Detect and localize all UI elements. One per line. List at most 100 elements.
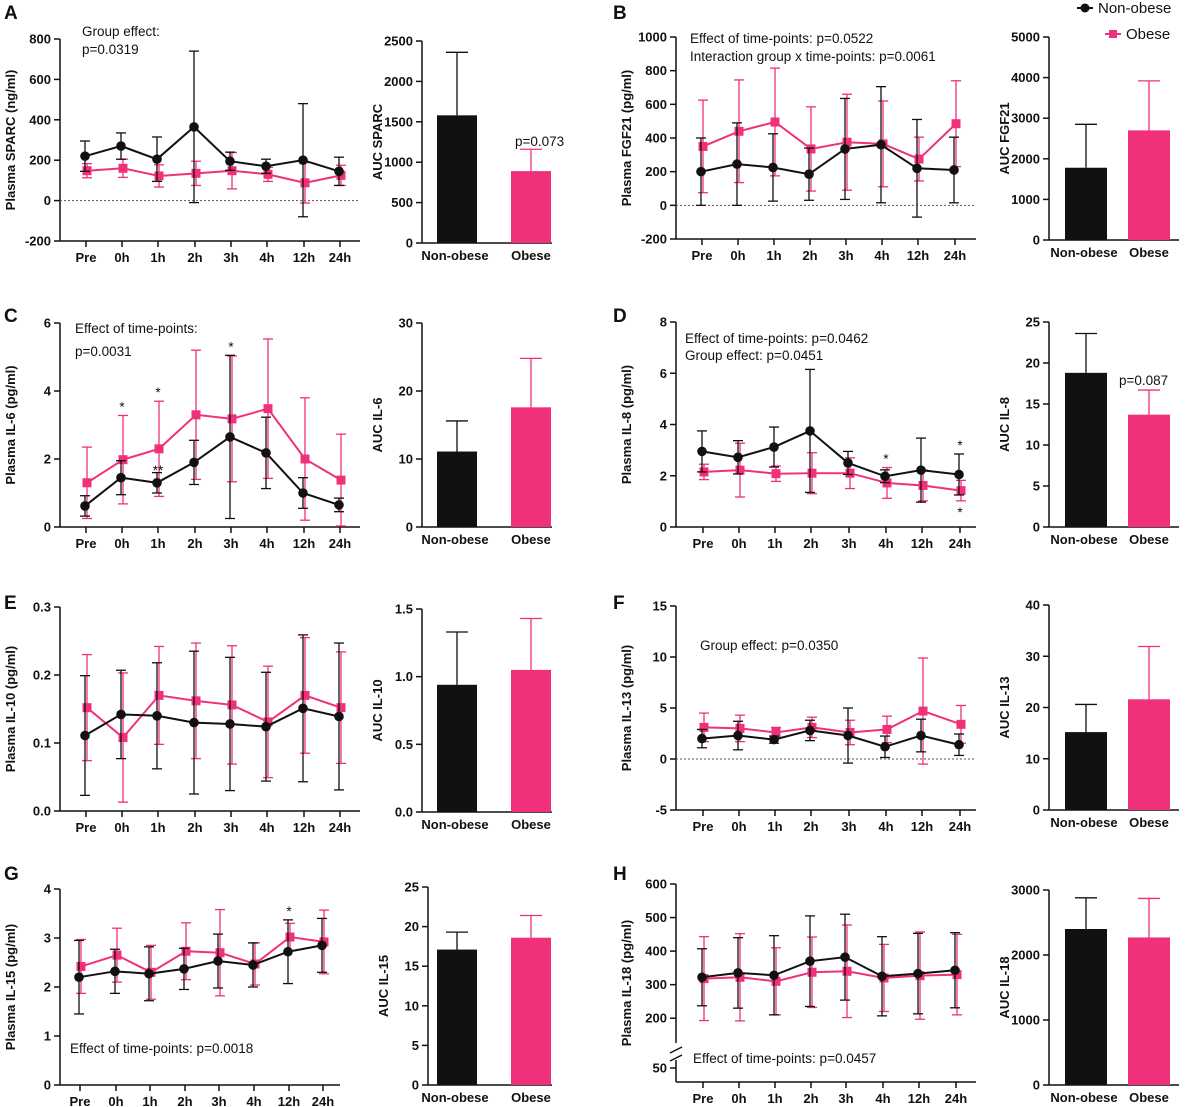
e-x-tick-label: 2h [187, 820, 202, 835]
line-plot-a: -200 0 200 400 600 800 Plasma SPARC (ng/ml) Pre… [3, 24, 360, 265]
panel-letter-g: G [4, 864, 19, 885]
d-bar-non-obese [1065, 372, 1107, 527]
a-point-non-obese [261, 161, 271, 172]
h-point-obese [842, 966, 852, 976]
d-point-non-obese [805, 426, 815, 436]
g-point-non-obese [110, 966, 120, 977]
panel-letter-e: E [4, 593, 17, 614]
d-point-non-obese [843, 458, 853, 468]
d-bar-y-tick-label: 5 [1033, 479, 1040, 494]
h-y-tick-label: 600 [645, 877, 667, 892]
d-bar-x-tick-label: Non-obese [1050, 532, 1117, 547]
c-bar-y-tick-label: 10 [399, 452, 413, 467]
d-point-obese [735, 465, 745, 475]
h-y-tick-label: 300 [645, 977, 667, 992]
g-point-non-obese [144, 968, 154, 979]
f-stat-annotation: Group effect: p=0.0350 [700, 638, 838, 653]
e-point-obese [154, 690, 164, 700]
bar-plot-e: 0.0 0.5 1.0 1.5 AUC IL-10 Non-obese Obese [370, 602, 552, 832]
h-x-tick-label: 24h [945, 1091, 967, 1106]
a-x-tick-label: 12h [293, 250, 315, 265]
d-x-tick-label: 0h [731, 536, 746, 551]
d-y-tick-label: 6 [660, 366, 667, 381]
d-bar-y-tick-label: 0 [1033, 520, 1040, 535]
a-x-tick-label: 3h [223, 250, 238, 265]
d-bar-y-tick-label: 20 [1026, 356, 1040, 371]
c-bar-non-obese [437, 451, 477, 527]
h-bar-y-tick-label: 1000 [1011, 1013, 1040, 1028]
c-significance-marker: * [119, 399, 125, 414]
c-point-obese [263, 404, 273, 414]
c-bar-obese [511, 407, 551, 527]
g-bar-y-axis-label: AUC IL-15 [376, 955, 391, 1017]
panel-letter-a: A [4, 3, 18, 24]
b-bar-y-axis-label: AUC FGF21 [997, 102, 1012, 174]
f-point-obese [771, 727, 781, 737]
f-x-tick-label: 0h [731, 819, 746, 834]
c-point-obese [154, 444, 164, 454]
b-bar-y-tick-label: 4000 [1011, 70, 1040, 85]
g-bar-x-tick-label: Non-obese [421, 1090, 488, 1105]
h-bar-x-tick-label: Non-obese [1050, 1090, 1117, 1105]
c-significance-marker: * [228, 339, 234, 354]
a-y-tick-label: 0 [44, 193, 51, 208]
c-point-obese [227, 414, 237, 424]
e-x-tick-label: 12h [293, 820, 315, 835]
g-y-tick-label: 3 [44, 931, 51, 946]
c-point-non-obese [189, 457, 199, 468]
g-series-line-obese [80, 935, 325, 974]
h-x-tick-label: 2h [803, 1091, 818, 1106]
f-series-line-non-obese [701, 729, 960, 748]
b-point-obese [842, 137, 852, 147]
panel-h: H 200 300 400 500 600 50 Plasma IL-18 (pg/ml) Pr… [613, 864, 1179, 1106]
c-series-non-obese [80, 354, 344, 520]
d-point-obese [956, 486, 966, 496]
b-point-obese [770, 117, 780, 127]
c-x-tick-label: Pre [76, 536, 97, 551]
c-y-tick-label: 6 [44, 316, 51, 331]
e-point-obese [82, 703, 92, 713]
f-x-tick-label: 12h [911, 819, 933, 834]
b-point-obese [734, 126, 744, 136]
c-y-tick-label: 2 [44, 452, 51, 467]
c-x-tick-label: 1h [150, 536, 165, 551]
a-point-obese [300, 178, 310, 188]
d-bar-y-axis-label: AUC IL-8 [997, 397, 1012, 452]
h-y-tick-label: 500 [645, 910, 667, 925]
g-point-obese [112, 950, 122, 960]
g-bar-non-obese [437, 949, 477, 1085]
h-stat-annotation: Effect of time-points: p=0.0457 [693, 1051, 876, 1066]
a-bar-y-tick-label: 500 [391, 195, 413, 210]
f-point-non-obese [916, 730, 926, 741]
panel-letter-f: F [613, 593, 625, 614]
c-series-line-obese [86, 407, 342, 484]
f-x-tick-label: 24h [949, 819, 971, 834]
f-point-obese [699, 722, 709, 732]
h-y-tick-label: 200 [645, 1011, 667, 1026]
a-x-tick-label: 4h [259, 250, 274, 265]
e-x-tick-label: Pre [76, 820, 97, 835]
c-bar-y-tick-label: 20 [399, 384, 413, 399]
a-y-tick-label: 800 [29, 32, 51, 47]
g-stat-annotation: Effect of time-points: p=0.0018 [70, 1041, 253, 1056]
g-point-obese [285, 932, 295, 942]
f-point-non-obese [733, 730, 743, 741]
c-stat-annotation: Effect of time-points: [75, 321, 198, 336]
c-stat-annotation: p=0.0031 [75, 344, 132, 359]
a-bar-obese [511, 171, 551, 243]
e-y-axis-label: Plasma IL-10 (pg/ml) [3, 646, 18, 772]
c-point-non-obese [116, 472, 126, 483]
h-x-tick-label: 3h [838, 1091, 853, 1106]
c-bar-y-tick-label: 0 [406, 520, 413, 535]
bar-plot-g: 0 5 10 15 20 25 AUC IL-15 Non-obese Obese [376, 880, 552, 1105]
g-point-non-obese [283, 946, 293, 957]
f-point-obese [735, 723, 745, 733]
c-series-obese [82, 338, 346, 527]
panel-c: C 0 2 4 6 Plasma IL-6 (pg/ml) Pre 0h 1h 2h 3h 4h 12h… [3, 306, 552, 551]
a-point-non-obese [189, 122, 199, 132]
d-significance-marker: * [957, 505, 963, 520]
f-bar-y-tick-label: 20 [1026, 700, 1040, 715]
d-point-obese [771, 469, 781, 479]
h-x-tick-label: 1h [767, 1091, 782, 1106]
h-axis-break-mark [669, 1046, 683, 1054]
